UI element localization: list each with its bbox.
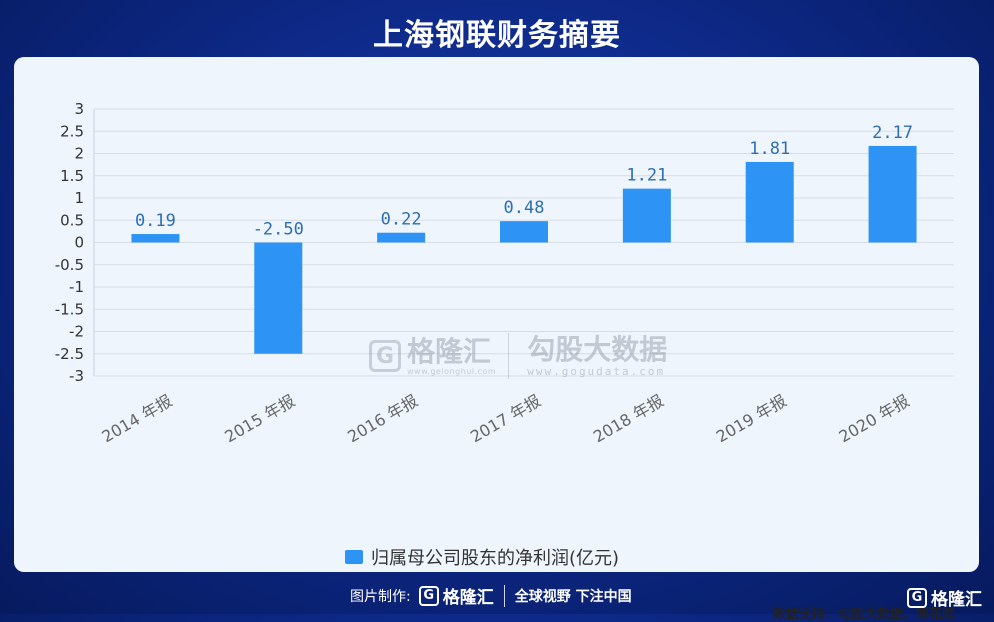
- data-label: 0.22: [381, 210, 422, 230]
- watermark-partner: 勾股大数据: [527, 332, 668, 366]
- bar-chart: 3 2.5 2 1.5 1 0.5 0 -0.5 -1 -1.5 -2 -2.5 -3 0.19 2014 …: [55, 100, 954, 446]
- corner-logo: G 格隆汇: [907, 585, 982, 610]
- x-tick-label: 2017 年报: [467, 391, 544, 446]
- y-tick-label: -2.5: [55, 345, 84, 363]
- y-tick-label: -0.5: [55, 256, 84, 274]
- bar: [131, 234, 180, 243]
- y-tick-label: -2: [69, 323, 84, 341]
- watermark-partner-url: www.gogudata.com: [527, 364, 666, 378]
- watermark-logo-icon: G: [369, 340, 401, 372]
- y-tick-label: -1.5: [55, 300, 84, 318]
- footer-divider: [503, 584, 505, 607]
- data-label: 0.48: [504, 198, 545, 218]
- data-label: -2.50: [253, 220, 304, 240]
- data-label: 1.81: [749, 139, 790, 159]
- legend-label: 归属母公司股东的净利润(亿元): [371, 548, 620, 569]
- footer-slogan: 全球视野 下注中国: [514, 588, 632, 605]
- data-label: 0.19: [135, 211, 176, 231]
- x-tick-label: 2019 年报: [713, 391, 790, 446]
- corner-logo-icon: G: [907, 587, 927, 608]
- y-tick-label: 0: [74, 234, 84, 252]
- page-title: 上海钢联财务摘要: [373, 18, 621, 53]
- chart-legend: 归属母公司股东的净利润(亿元): [345, 544, 619, 570]
- x-tick-label: 2014 年报: [99, 391, 176, 446]
- bar: [868, 145, 917, 243]
- watermark: G 格隆汇 www.gelonghui.com 勾股大数据 www.goguda…: [369, 333, 667, 379]
- y-tick-label: 1: [74, 189, 84, 207]
- bar: [254, 242, 303, 354]
- corner-logo-brand: 格隆汇: [931, 590, 982, 610]
- chart-panel: 3 2.5 2 1.5 1 0.5 0 -0.5 -1 -1.5 -2 -2.5 -3 0.19 2014 …: [14, 57, 979, 622]
- footer-brand: 格隆汇: [442, 588, 494, 608]
- y-tick-label: -1: [69, 278, 84, 296]
- x-tick-label: 2020 年报: [836, 391, 913, 446]
- bar: [377, 232, 426, 243]
- bar: [500, 221, 548, 243]
- x-tick-label: 2018 年报: [590, 391, 667, 446]
- footer-label: 图片制作:: [350, 588, 411, 605]
- watermark-brand: 格隆汇: [407, 334, 492, 368]
- y-tick-label: 0.5: [60, 211, 84, 229]
- data-label: 1.21: [626, 166, 667, 186]
- bar: [622, 188, 671, 243]
- footer: 图片制作: G 格隆汇 全球视野 下注中国: [350, 583, 632, 608]
- legend-swatch: [345, 550, 363, 564]
- x-tick-label: 2015 年报: [221, 391, 298, 446]
- data-label: 2.17: [872, 123, 913, 143]
- y-tick-label: -3: [69, 367, 84, 385]
- bar: [745, 161, 794, 243]
- watermark-brand-url: www.gelonghui.com: [407, 366, 497, 376]
- x-tick-label: 2016 年报: [344, 391, 421, 446]
- watermark-divider: [508, 333, 510, 379]
- y-tick-label: 2: [74, 145, 84, 163]
- footer-logo-icon: G: [418, 585, 439, 606]
- y-tick-label: 1.5: [60, 167, 84, 185]
- y-tick-label: 3: [74, 100, 84, 118]
- y-tick-label: 2.5: [60, 122, 84, 140]
